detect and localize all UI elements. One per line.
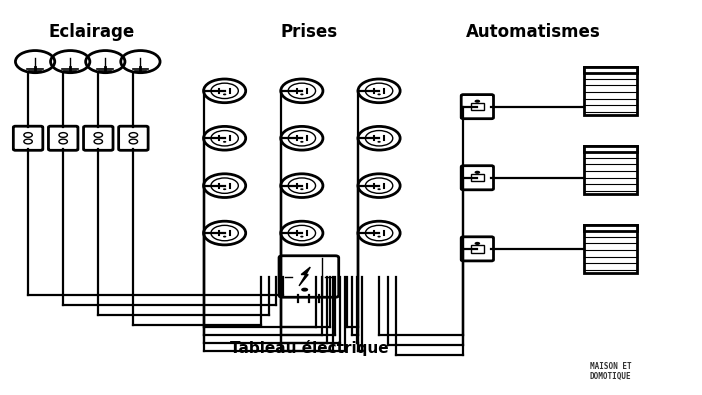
Text: Tableau électrique: Tableau électrique	[230, 340, 388, 356]
Circle shape	[301, 288, 308, 292]
Text: MAISON ET
DOMOTIQUE: MAISON ET DOMOTIQUE	[590, 361, 632, 381]
Circle shape	[378, 94, 380, 95]
Circle shape	[223, 141, 226, 143]
Circle shape	[223, 236, 226, 237]
Circle shape	[300, 94, 303, 95]
Circle shape	[300, 236, 303, 237]
Circle shape	[223, 94, 226, 95]
Bar	[584, 146, 637, 152]
Bar	[584, 67, 637, 115]
Circle shape	[378, 188, 380, 190]
Bar	[584, 67, 637, 73]
Text: Eclairage: Eclairage	[48, 23, 134, 41]
Bar	[584, 146, 637, 194]
Circle shape	[475, 100, 480, 103]
Circle shape	[300, 141, 303, 143]
Bar	[584, 225, 637, 273]
Circle shape	[475, 171, 480, 174]
Text: Automatismes: Automatismes	[466, 23, 601, 41]
Circle shape	[300, 188, 303, 190]
Circle shape	[475, 242, 480, 245]
Polygon shape	[299, 267, 310, 286]
Circle shape	[378, 236, 380, 237]
Circle shape	[223, 188, 226, 190]
Text: Prises: Prises	[280, 23, 338, 41]
Circle shape	[378, 141, 380, 143]
Bar	[584, 225, 637, 231]
